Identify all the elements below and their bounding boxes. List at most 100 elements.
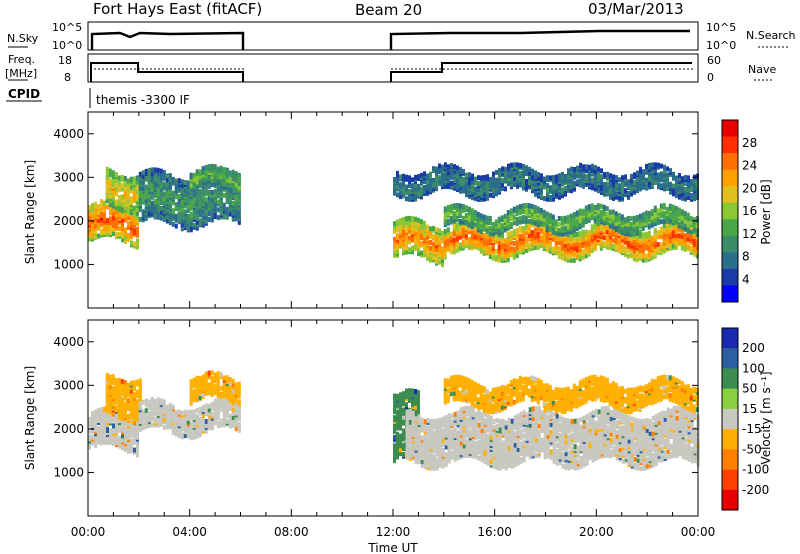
data-cell <box>570 178 573 184</box>
data-cell <box>153 175 157 181</box>
data-cell <box>479 247 483 252</box>
data-cell <box>97 217 100 223</box>
data-cell <box>470 208 474 214</box>
data-cell <box>597 188 600 194</box>
nsky-panel: N.Sky 10^5 10^0 10^5 10^0 N.Search <box>7 21 796 52</box>
data-cell <box>105 172 109 178</box>
data-cell <box>462 168 465 174</box>
data-cell <box>147 193 151 199</box>
data-cell <box>678 173 681 178</box>
data-cell <box>207 403 211 409</box>
data-cell <box>97 204 100 210</box>
data-cell <box>138 189 142 195</box>
data-cell <box>584 217 588 223</box>
data-cell <box>114 181 118 187</box>
data-cell <box>192 413 196 419</box>
data-cell <box>689 246 693 251</box>
data-cell <box>189 172 193 178</box>
data-cell <box>417 390 420 396</box>
data-cell <box>210 376 214 382</box>
data-cell <box>662 203 666 209</box>
colorbar-tick-label: 24 <box>742 159 757 173</box>
data-cell <box>109 438 112 444</box>
data-cell <box>135 175 139 181</box>
data-cell <box>671 204 675 210</box>
data-cell <box>420 250 423 256</box>
data-cell <box>572 212 576 218</box>
data-cell <box>605 244 609 250</box>
data-cell <box>582 176 585 182</box>
data-cell <box>396 409 399 415</box>
data-cell <box>432 241 435 247</box>
data-cell <box>585 174 588 180</box>
data-cell <box>108 374 112 380</box>
data-cell <box>138 378 142 384</box>
data-cell <box>120 379 124 384</box>
data-cell <box>474 176 477 182</box>
data-cell <box>402 432 405 438</box>
data-cell <box>596 225 600 231</box>
data-cell <box>171 404 175 410</box>
data-cell <box>467 242 471 248</box>
data-cell <box>111 386 115 392</box>
data-cell <box>669 181 672 187</box>
data-cell <box>516 162 519 168</box>
data-cell <box>659 203 663 209</box>
data-cell <box>503 238 507 244</box>
data-cell <box>587 204 591 210</box>
data-cell <box>234 192 238 198</box>
data-cell <box>402 428 405 434</box>
data-cell <box>402 399 405 404</box>
data-cell <box>500 242 504 248</box>
data-cell <box>536 220 540 226</box>
data-cell <box>411 388 414 394</box>
data-cell <box>396 219 399 225</box>
y-tick-label: 3000 <box>53 170 84 184</box>
data-cell <box>620 228 624 233</box>
data-cell <box>567 174 570 180</box>
data-cell <box>521 215 525 221</box>
data-cell <box>497 228 501 234</box>
data-cell <box>222 414 226 420</box>
data-cell <box>438 179 441 185</box>
data-cell <box>106 218 109 224</box>
data-cell <box>183 417 187 423</box>
data-cell <box>429 234 432 240</box>
data-cell <box>141 185 145 191</box>
data-cell <box>549 195 552 200</box>
data-cell <box>452 241 456 247</box>
data-cell <box>396 184 399 190</box>
data-cell <box>225 399 229 405</box>
data-cell <box>180 210 184 216</box>
data-cell <box>648 162 651 168</box>
data-cell <box>602 235 606 241</box>
data-cell <box>686 244 690 250</box>
data-cell <box>551 214 555 220</box>
data-cell <box>494 254 498 260</box>
data-cell <box>629 216 633 222</box>
data-cell <box>635 241 639 247</box>
data-cell <box>213 171 217 177</box>
data-cell <box>590 224 594 230</box>
data-cell <box>124 429 127 435</box>
data-cell <box>210 213 214 219</box>
data-cell <box>138 171 142 177</box>
data-cell <box>560 220 564 225</box>
data-cell <box>540 189 543 195</box>
data-cell <box>105 182 109 188</box>
data-cell <box>225 206 229 212</box>
data-cell <box>611 243 615 249</box>
data-cell <box>117 377 121 383</box>
data-cell <box>503 213 507 219</box>
data-cell <box>524 236 528 242</box>
data-cell <box>192 389 196 395</box>
data-cell <box>629 249 633 255</box>
data-cell <box>587 239 591 245</box>
data-cell <box>396 442 399 448</box>
data-cell <box>108 378 112 384</box>
data-cell <box>645 163 648 169</box>
data-cell <box>207 217 211 223</box>
data-cell <box>88 416 91 422</box>
data-cell <box>231 400 235 406</box>
